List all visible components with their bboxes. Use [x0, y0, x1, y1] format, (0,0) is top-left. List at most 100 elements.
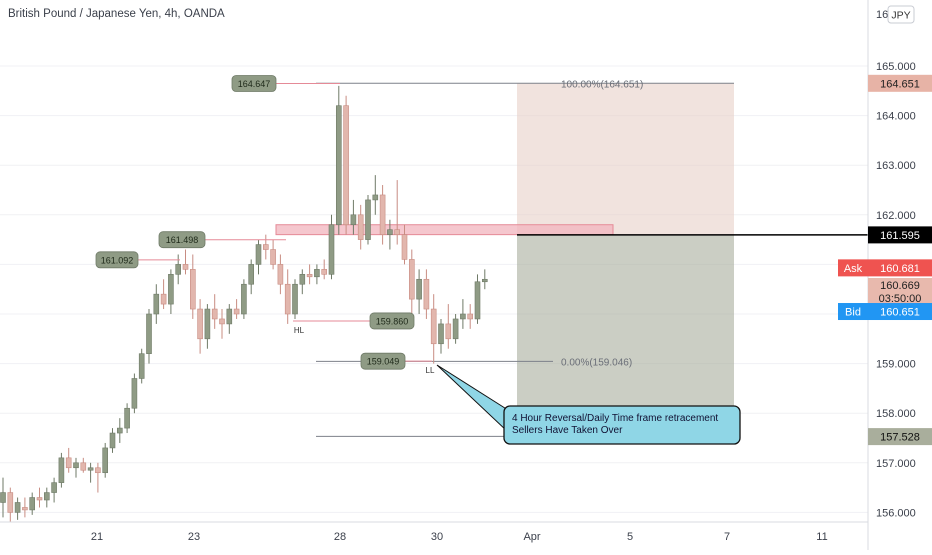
candle[interactable]	[284, 269, 291, 324]
candle[interactable]	[58, 452, 65, 488]
candle[interactable]	[292, 279, 298, 319]
candle[interactable]	[372, 175, 379, 215]
callouts: 164.647 161.498 161.092 159.860 159.049	[95, 75, 432, 370]
candle[interactable]	[343, 95, 349, 235]
last-price-tag	[868, 278, 932, 308]
swing-label-hl: HL	[294, 326, 305, 335]
candle[interactable]	[408, 249, 415, 314]
candle[interactable]	[22, 497, 28, 518]
resistance-zone[interactable]	[275, 224, 614, 236]
candle[interactable]	[460, 299, 466, 329]
price-tick-label-partial: 16	[876, 9, 888, 21]
price-tick-label: 165.000	[876, 61, 916, 73]
ask-price-tag	[868, 259, 932, 277]
candle[interactable]	[401, 224, 408, 265]
candle[interactable]	[95, 462, 101, 493]
candle[interactable]	[219, 309, 225, 339]
time-tick-label: 5	[627, 531, 633, 543]
candle[interactable]	[357, 204, 364, 250]
candle[interactable]	[190, 254, 196, 319]
symbol-title[interactable]: British Pound / Japanese Yen, 4h, OANDA	[8, 8, 225, 20]
candle[interactable]	[87, 462, 94, 483]
candle[interactable]	[241, 279, 247, 319]
candles	[0, 85, 488, 523]
candle[interactable]	[160, 279, 167, 310]
candle[interactable]	[438, 318, 444, 354]
candle[interactable]	[474, 274, 481, 324]
candle[interactable]	[299, 269, 306, 295]
price-callout[interactable]: 159.049	[360, 352, 432, 370]
annotation-line-2: Sellers Have Taken Over	[512, 425, 623, 436]
candle[interactable]	[248, 259, 254, 295]
candle[interactable]	[423, 269, 430, 319]
candle[interactable]	[211, 294, 218, 329]
time-tick-label: Apr	[523, 531, 540, 543]
price-tag-high	[868, 74, 932, 92]
time-tick-label: 30	[431, 531, 443, 543]
stop-zone[interactable]	[517, 234, 734, 437]
candle[interactable]	[387, 219, 393, 250]
candle[interactable]	[226, 304, 233, 334]
candle[interactable]	[394, 180, 401, 245]
price-callout[interactable]: 161.092	[95, 251, 180, 269]
fib-level-label: 0.00%(159.046)	[561, 357, 632, 368]
candle[interactable]	[277, 254, 284, 295]
candle[interactable]	[350, 199, 357, 235]
candle[interactable]	[416, 269, 422, 314]
candle[interactable]	[80, 457, 87, 473]
candle[interactable]	[182, 249, 189, 275]
candle[interactable]	[445, 304, 452, 349]
candle[interactable]	[65, 447, 72, 473]
candle[interactable]	[197, 299, 203, 354]
candle[interactable]	[204, 304, 211, 349]
candle[interactable]	[131, 373, 138, 414]
candle[interactable]	[321, 259, 328, 280]
candle[interactable]	[314, 264, 320, 285]
candle[interactable]	[270, 239, 276, 270]
candle[interactable]	[0, 477, 6, 518]
candle[interactable]	[168, 269, 174, 314]
candle[interactable]	[153, 284, 160, 324]
candle[interactable]	[467, 304, 474, 329]
price-tick-label: 157.000	[876, 458, 916, 470]
candle[interactable]	[365, 194, 371, 245]
price-callout[interactable]: 164.647	[231, 75, 340, 92]
candle[interactable]	[7, 487, 14, 523]
candle[interactable]	[73, 457, 79, 478]
candle[interactable]	[328, 214, 335, 280]
annotation-box[interactable]	[503, 405, 741, 445]
candle[interactable]	[255, 239, 262, 275]
candle[interactable]	[262, 234, 269, 260]
time-axis[interactable]: 21 23 28 30 Apr 5 7 11	[91, 531, 828, 543]
svg-text:161.092: 161.092	[101, 255, 134, 265]
candle[interactable]	[138, 348, 145, 384]
price-tag-fib-ext-value: 157.528	[880, 432, 920, 444]
candle[interactable]	[102, 442, 108, 478]
target-zone[interactable]	[517, 83, 734, 235]
currency-badge[interactable]	[887, 5, 915, 24]
price-callout[interactable]: 159.860	[293, 312, 415, 330]
price-tag-high-value: 164.651	[880, 78, 920, 90]
candle[interactable]	[29, 492, 36, 515]
candle[interactable]	[481, 269, 488, 290]
svg-text:159.860: 159.860	[376, 316, 409, 326]
price-callout[interactable]: 161.498	[158, 231, 286, 249]
candle[interactable]	[14, 497, 21, 520]
candle[interactable]	[51, 477, 57, 503]
candle[interactable]	[43, 487, 50, 508]
candle[interactable]	[146, 309, 152, 364]
candle[interactable]	[430, 294, 437, 364]
candle[interactable]	[335, 85, 342, 235]
candle[interactable]	[379, 185, 386, 245]
candle[interactable]	[306, 264, 313, 285]
candle[interactable]	[452, 314, 459, 344]
currency-badge-label: JPY	[891, 10, 910, 22]
time-tick-label: 11	[816, 531, 827, 543]
candle[interactable]	[36, 487, 43, 508]
candle[interactable]	[117, 418, 123, 443]
candle[interactable]	[109, 428, 116, 453]
ask-price: 160.681	[880, 263, 920, 275]
candle[interactable]	[124, 403, 130, 434]
candle[interactable]	[233, 299, 240, 319]
